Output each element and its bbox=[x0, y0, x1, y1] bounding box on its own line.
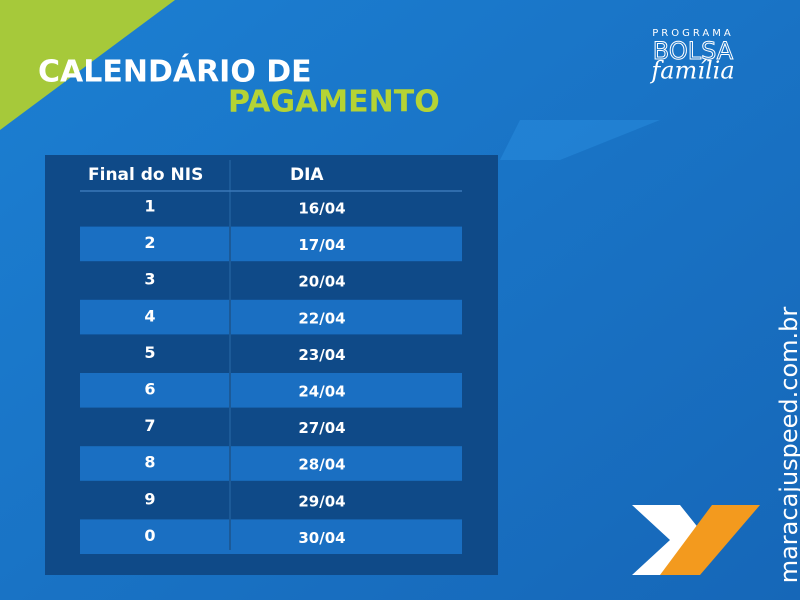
nis-cell: 2 bbox=[144, 233, 155, 252]
logo-subname: família bbox=[649, 57, 734, 85]
day-cell: 22/04 bbox=[298, 309, 345, 327]
logo-name: BOLSA bbox=[653, 37, 734, 65]
corner-triangle bbox=[0, 0, 175, 130]
nis-cell: 1 bbox=[144, 197, 155, 216]
table-panel bbox=[45, 155, 498, 575]
row-stripe bbox=[80, 299, 462, 335]
day-cell: 28/04 bbox=[298, 456, 345, 474]
row-stripe bbox=[80, 519, 462, 554]
logo-program: PROGRAMA bbox=[652, 28, 733, 39]
caixa-x-right bbox=[660, 505, 760, 575]
title-line-1: CALENDÁRIO DE bbox=[38, 54, 312, 90]
row-stripe bbox=[80, 446, 462, 481]
day-cell: 20/04 bbox=[298, 273, 345, 291]
row-stripe bbox=[80, 226, 462, 262]
day-cell: 24/04 bbox=[298, 383, 345, 401]
nis-cell: 6 bbox=[144, 380, 155, 399]
watermark: maracajuspeed.com.br bbox=[775, 307, 800, 584]
column-header: Final do NIS bbox=[88, 165, 203, 185]
column-header: DIA bbox=[290, 165, 324, 185]
day-cell: 27/04 bbox=[298, 419, 345, 437]
decor-stripe bbox=[500, 120, 660, 160]
day-cell: 17/04 bbox=[298, 236, 345, 254]
nis-cell: 3 bbox=[144, 270, 155, 289]
title-line-2: PAGAMENTO bbox=[228, 85, 440, 120]
day-cell: 29/04 bbox=[298, 492, 345, 510]
nis-cell: 8 bbox=[144, 453, 155, 472]
day-cell: 16/04 bbox=[298, 200, 345, 218]
nis-cell: 9 bbox=[144, 489, 155, 508]
nis-cell: 7 bbox=[144, 416, 155, 435]
nis-cell: 5 bbox=[144, 343, 155, 362]
nis-cell: 4 bbox=[144, 306, 155, 325]
table: Final do NIS DIA 1 16/04 2 17/04 3 20/04 4 22/04 5… bbox=[80, 160, 462, 554]
day-cell: 30/04 bbox=[298, 529, 345, 547]
nis-cell: 0 bbox=[144, 526, 155, 545]
day-cell: 23/04 bbox=[298, 346, 345, 364]
row-stripe bbox=[80, 373, 462, 408]
